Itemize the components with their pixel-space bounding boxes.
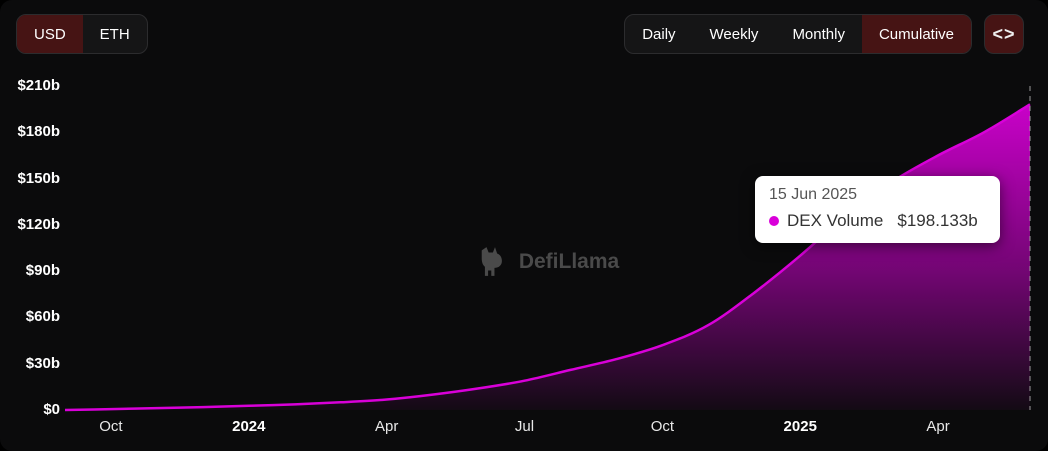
x-axis-label: Jul: [514, 418, 535, 435]
y-axis-label: $120b: [17, 215, 60, 233]
interval-monthly-button[interactable]: Monthly: [775, 15, 862, 53]
tooltip-series-row: DEX Volume $198.133b: [769, 211, 984, 231]
y-axis-label: $90b: [25, 262, 60, 280]
x-axis-label: 2024: [232, 418, 266, 435]
watermark-text: DefiLlama: [518, 250, 620, 273]
interval-cumulative-button[interactable]: Cumulative: [861, 15, 971, 53]
currency-usd-button[interactable]: USD: [17, 15, 83, 53]
currency-toggle-group: USD ETH: [16, 14, 148, 54]
tooltip-series-value: $198.133b: [897, 211, 978, 230]
series-dot-icon: [769, 216, 779, 226]
interval-daily-button[interactable]: Daily: [625, 15, 692, 53]
tooltip-date: 15 Jun 2025: [769, 186, 858, 203]
y-axis-label: $0: [43, 401, 60, 418]
y-axis-label: $180b: [17, 123, 60, 141]
interval-toggle-group: Daily Weekly Monthly Cumulative: [624, 14, 972, 54]
currency-eth-button[interactable]: ETH: [83, 15, 147, 53]
tooltip-series-name: DEX Volume: [787, 211, 884, 230]
dex-volume-area: [65, 104, 1030, 411]
llama-icon: [481, 247, 502, 276]
chart-tooltip: 15 Jun 2025 DEX Volume $198.133b: [755, 176, 1000, 243]
embed-code-button[interactable]: <>: [984, 14, 1024, 54]
x-axis-label: Oct: [650, 418, 675, 435]
code-icon: <>: [992, 23, 1016, 44]
x-axis-label: Apr: [374, 418, 399, 435]
y-axis-label: $60b: [25, 308, 60, 326]
x-axis-label: Oct: [99, 418, 123, 435]
x-axis-label: 2025: [783, 418, 817, 435]
interval-weekly-button[interactable]: Weekly: [693, 15, 776, 53]
y-axis-label: $150b: [17, 169, 60, 187]
y-axis-label: $210b: [17, 77, 60, 94]
y-axis-label: $30b: [25, 354, 60, 372]
x-axis-label: Apr: [926, 418, 950, 435]
watermark: DefiLlama: [475, 245, 619, 279]
